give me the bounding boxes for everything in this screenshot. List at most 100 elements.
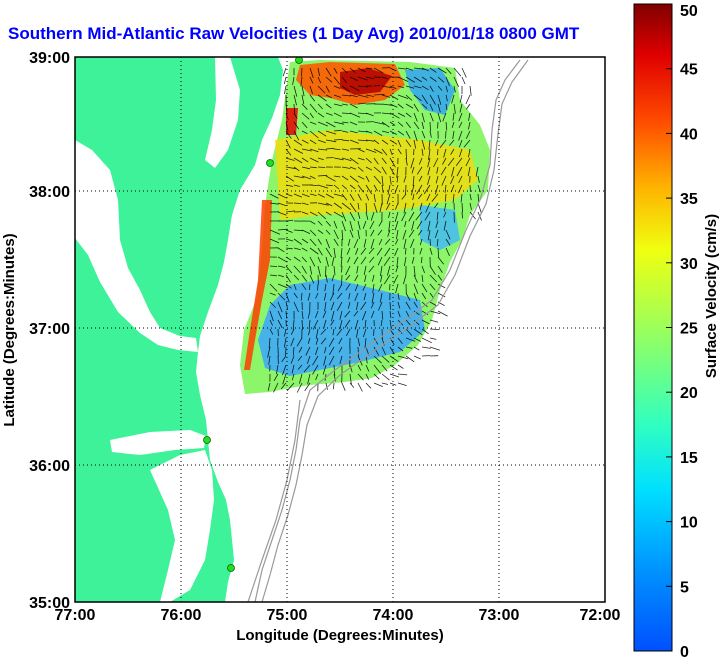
velocity-vector (325, 265, 327, 277)
velocity-vector (413, 355, 421, 360)
velocity-vector (421, 265, 425, 274)
velocity-vector (293, 103, 296, 114)
velocity-vector (416, 166, 423, 175)
velocity-vector (443, 202, 447, 212)
velocity-vector (333, 175, 341, 178)
velocity-vector (325, 121, 336, 128)
velocity-vector (309, 67, 314, 79)
velocity-vector (437, 76, 445, 83)
velocity-vector (285, 166, 296, 170)
velocity-vector (379, 292, 383, 303)
velocity-vector (418, 157, 423, 165)
velocity-vector (421, 85, 429, 91)
velocity-vector (413, 67, 425, 70)
station-marker (266, 159, 274, 167)
velocity-vector (301, 67, 303, 77)
velocity-vector (317, 112, 325, 118)
velocity-vector (427, 220, 431, 232)
velocity-vector (309, 130, 319, 139)
velocity-vector (312, 355, 319, 366)
velocity-vector (397, 139, 402, 148)
velocity-vector (357, 130, 369, 133)
velocity-vector (364, 337, 367, 348)
colorbar-tick-label: 45 (680, 62, 698, 79)
velocity-vector (333, 94, 342, 98)
velocity-vector (437, 67, 447, 74)
station-marker (227, 564, 235, 572)
velocity-vector (424, 211, 431, 221)
x-tick-label: 72:00 (580, 607, 621, 624)
velocity-vector (377, 256, 383, 266)
velocity-vector (365, 373, 370, 380)
velocity-vector (437, 256, 445, 265)
velocity-vector (445, 130, 447, 139)
velocity-vector (267, 346, 271, 358)
velocity-vector (301, 148, 312, 152)
velocity-vector (322, 364, 327, 375)
map-title: Southern Mid-Atlantic Raw Velocities (1 … (8, 24, 580, 43)
velocity-vector (468, 112, 471, 121)
velocity-vector (405, 121, 412, 129)
velocity-vector (396, 175, 399, 183)
velocity-vector (349, 130, 358, 134)
velocity-vector (317, 238, 322, 245)
velocity-vector (405, 130, 411, 139)
velocity-vector (363, 238, 367, 248)
velocity-vector (269, 319, 273, 326)
velocity-vector (309, 211, 318, 217)
velocity-vector (301, 274, 308, 282)
velocity-vector (333, 247, 336, 258)
velocity-vector (285, 292, 290, 303)
velocity-vector (365, 193, 370, 201)
velocity-vector (349, 85, 360, 91)
velocity-vector (309, 94, 316, 102)
velocity-vector (320, 328, 327, 335)
velocity-vector (389, 157, 396, 168)
velocity-vector (437, 148, 439, 156)
velocity-vector (451, 166, 455, 177)
velocity-vector (354, 274, 359, 282)
velocity-vector (413, 103, 419, 112)
velocity-vector (413, 319, 420, 326)
velocity-vector (455, 157, 463, 167)
velocity-vector (309, 175, 316, 179)
velocity-vector (285, 103, 288, 113)
velocity-vector (357, 139, 368, 142)
velocity-vector (292, 319, 295, 331)
velocity-vector (344, 310, 351, 318)
velocity-vector (333, 238, 339, 246)
velocity-vector (357, 175, 365, 180)
velocity-vector (437, 247, 440, 258)
velocity-vector (317, 139, 326, 144)
velocity-vector (309, 76, 314, 84)
velocity-vector (429, 67, 437, 73)
y-tick-label: 38:00 (29, 184, 70, 201)
velocity-vector (373, 382, 383, 387)
velocity-vector (477, 193, 480, 203)
velocity-vector (413, 130, 418, 142)
velocity-vector (349, 157, 359, 165)
velocity-vector (291, 373, 295, 381)
velocity-vector (341, 175, 349, 181)
velocity-vector (405, 355, 415, 363)
velocity-vector (389, 166, 395, 175)
velocity-vector (413, 274, 418, 283)
velocity-vector (389, 121, 396, 126)
velocity-vector (317, 256, 322, 264)
velocity-vector (331, 274, 335, 282)
velocity-vector (312, 319, 319, 330)
velocity-vector (458, 184, 463, 194)
velocity-vector (477, 202, 482, 214)
velocity-vector (461, 202, 463, 213)
velocity-vector (349, 112, 361, 118)
velocity-vector (307, 292, 311, 301)
velocity-vector (293, 85, 298, 97)
velocity-vector (459, 148, 463, 158)
velocity-vector (389, 130, 397, 135)
velocity-vector (403, 274, 407, 285)
velocity-vector (290, 355, 295, 364)
velocity-vector (405, 94, 413, 101)
velocity-vector (419, 247, 423, 255)
velocity-vector (365, 382, 372, 389)
velocity-vector (396, 256, 399, 268)
